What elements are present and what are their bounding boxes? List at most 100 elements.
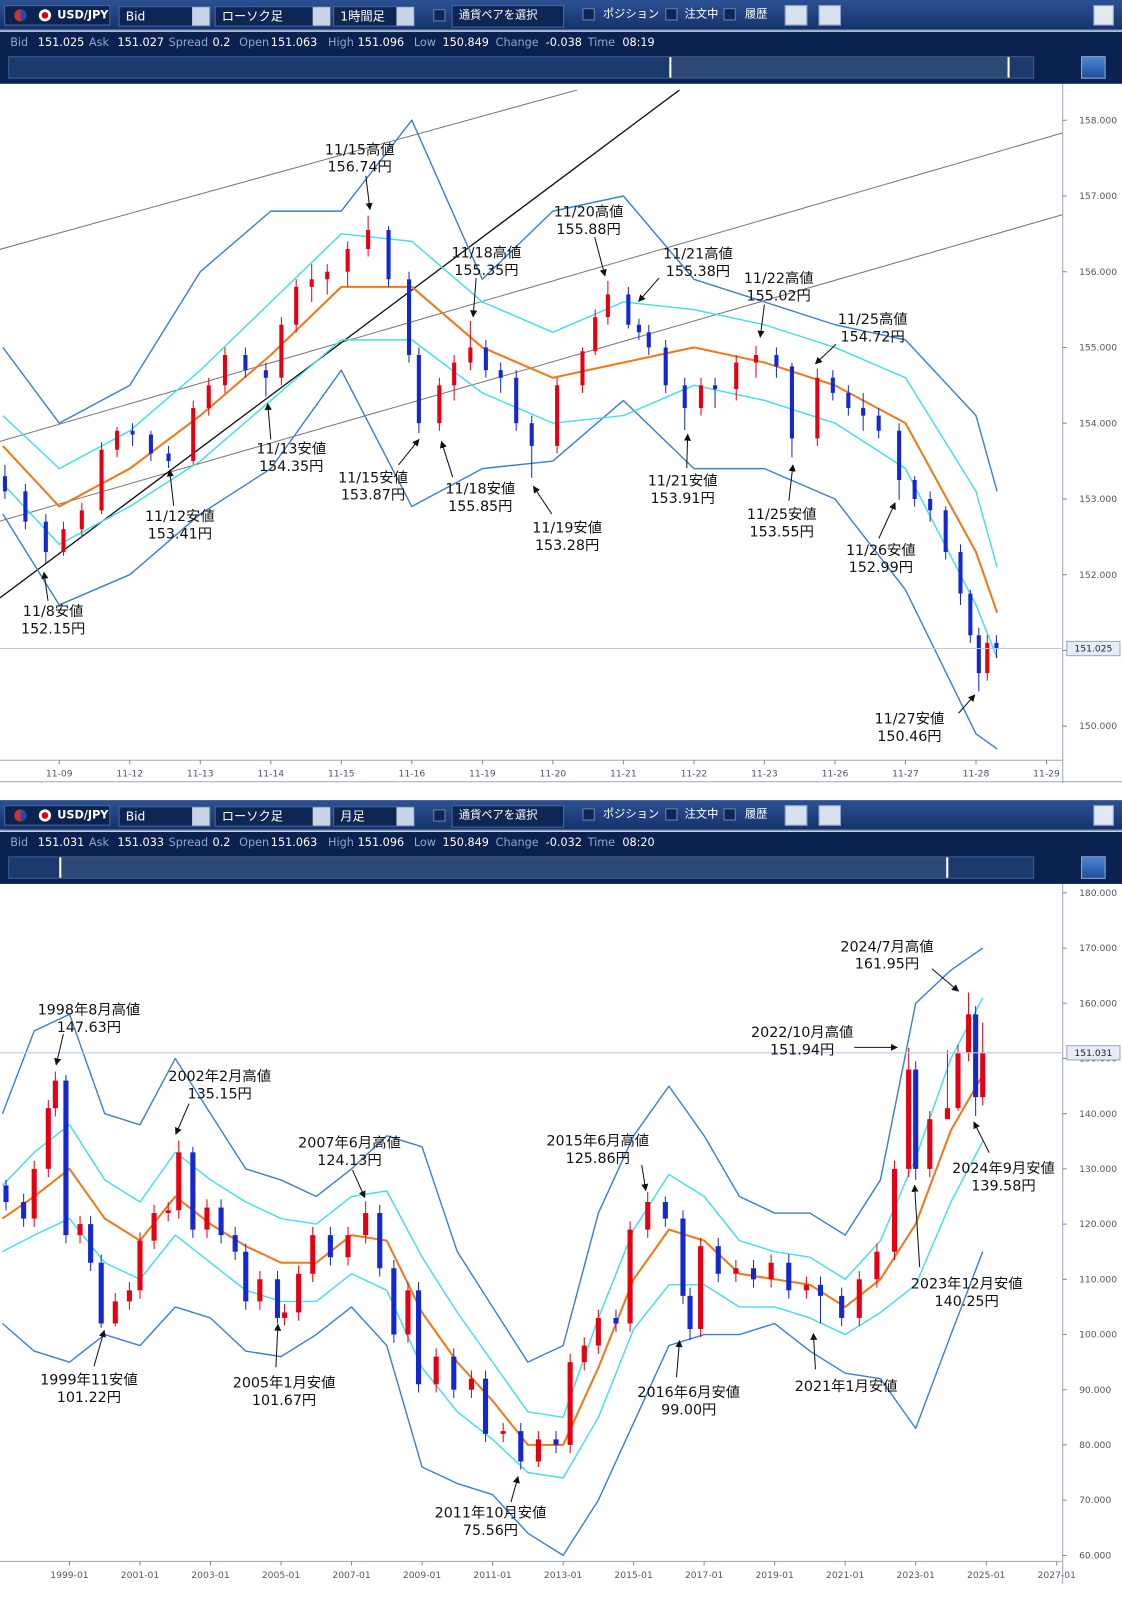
minimize-icon[interactable] [1093, 805, 1114, 826]
info-value: 151.096 [357, 835, 405, 850]
x-tick-label: 2005-01 [262, 1570, 300, 1581]
checkbox[interactable] [723, 8, 736, 21]
checkbox[interactable] [582, 808, 595, 821]
x-tick-label: 2003-01 [191, 1570, 229, 1581]
annotation-text: 2016年6月安値 [637, 1384, 740, 1401]
info-value: 0.2 [212, 835, 231, 850]
candle-body [973, 1014, 979, 1098]
candle-body [713, 385, 718, 390]
checkbox[interactable] [582, 8, 595, 21]
scroll-thumb[interactable] [669, 57, 1010, 78]
candle-body [955, 1052, 961, 1109]
candle-body [327, 1235, 333, 1258]
candle-body [310, 1235, 316, 1274]
minimize-icon[interactable] [1093, 5, 1114, 26]
flag-icon [38, 9, 52, 22]
price-tag-label: 151.025 [1074, 644, 1112, 655]
info-value: 151.063 [270, 835, 318, 850]
x-tick-label: 2001-01 [121, 1570, 159, 1581]
x-tick-label: 11-26 [822, 769, 849, 780]
checkbox[interactable] [433, 9, 446, 22]
scroll-track[interactable] [8, 856, 1035, 879]
candle-body [243, 1251, 249, 1302]
info-value: 150.849 [442, 835, 489, 850]
tool-icon[interactable] [818, 805, 841, 826]
candle-body [627, 1229, 633, 1324]
scroll-button[interactable] [1081, 56, 1106, 79]
x-tick-label: 2019-01 [755, 1570, 793, 1581]
candle-body [309, 279, 314, 287]
info-label: Spread [168, 835, 209, 850]
tool-icon[interactable] [784, 5, 808, 26]
plot-area [1, 947, 986, 1557]
checkbox[interactable] [723, 808, 736, 821]
option-label: 履歴 [744, 7, 768, 21]
band-line [2, 285, 999, 613]
candle-body [966, 1014, 972, 1053]
checkbox[interactable] [433, 809, 446, 822]
info-label: Ask [88, 835, 109, 850]
annotation-arrow [274, 1323, 282, 1368]
info-label: Bid [10, 35, 29, 50]
candle-body [274, 1279, 281, 1318]
scroll-track[interactable] [8, 56, 1035, 79]
option-label: 注文中 [684, 7, 719, 21]
annotation-text: 11/21安値 [648, 472, 718, 489]
annotation-text: 155.85円 [448, 499, 512, 515]
annotation-text: 11/12安値 [145, 508, 215, 525]
candle-body [734, 362, 739, 390]
candle-body [698, 1246, 704, 1329]
candle-body [263, 370, 268, 378]
checkbox[interactable] [665, 8, 678, 21]
annotation-text: 11/26安値 [846, 542, 916, 559]
flag-icon [14, 809, 27, 822]
annotation-text: 156.74円 [328, 160, 392, 176]
dropdown[interactable]: ローソク足 [214, 6, 332, 27]
annotation-text: 155.38円 [666, 264, 730, 280]
candle-body [218, 1207, 224, 1236]
dropdown-arrow [312, 807, 331, 826]
candle-body [61, 529, 66, 552]
info-value: 151.096 [357, 35, 405, 50]
candle-body [605, 294, 610, 318]
info-label: Bid [10, 835, 29, 850]
tool-icon[interactable] [784, 805, 808, 826]
annotation-text: 11/27安値 [875, 710, 945, 727]
annotation-text: 2022/10月高値 [751, 1024, 853, 1041]
y-tick-label: 70.000 [1079, 1495, 1111, 1506]
candle-body [593, 317, 598, 352]
scroll-button[interactable] [1081, 856, 1106, 879]
dropdown[interactable]: 月足 [333, 806, 415, 827]
candle-body [88, 1224, 94, 1263]
candle-body [391, 1268, 397, 1335]
candle-body [482, 1378, 489, 1434]
annotation-arrow [352, 1169, 366, 1199]
scroll-thumb[interactable] [59, 857, 949, 878]
trend-line [0, 89, 680, 599]
dropdown[interactable]: 1時間足 [333, 6, 415, 27]
dropdown-arrow [192, 807, 210, 826]
candle-body [483, 347, 488, 371]
candle-body [204, 1207, 210, 1230]
tool-icon[interactable] [818, 5, 841, 26]
dropdown-text: ローソク足 [221, 9, 284, 24]
pair-select[interactable]: 通貨ペアを選択 [451, 805, 565, 828]
candle-body [897, 430, 902, 481]
annotation-arrow [638, 277, 660, 302]
checkbox[interactable] [665, 808, 678, 821]
annotation-arrow [532, 485, 553, 515]
candle-body [980, 1052, 986, 1098]
y-tick-label: 155.000 [1079, 343, 1117, 354]
annotation-arrow [814, 343, 837, 365]
candle-body [518, 1431, 524, 1462]
annotation-arrow [594, 236, 607, 277]
annotation-text: 11/18高値 [452, 245, 522, 262]
annotation-arrow [470, 277, 478, 318]
candle-body [856, 1279, 862, 1318]
dropdown[interactable]: Bid [118, 6, 211, 27]
dropdown[interactable]: ローソク足 [214, 806, 332, 827]
dropdown[interactable]: Bid [118, 806, 211, 827]
pair-select[interactable]: 通貨ペアを選択 [451, 5, 565, 28]
x-tick-label: 2023-01 [897, 1570, 935, 1581]
